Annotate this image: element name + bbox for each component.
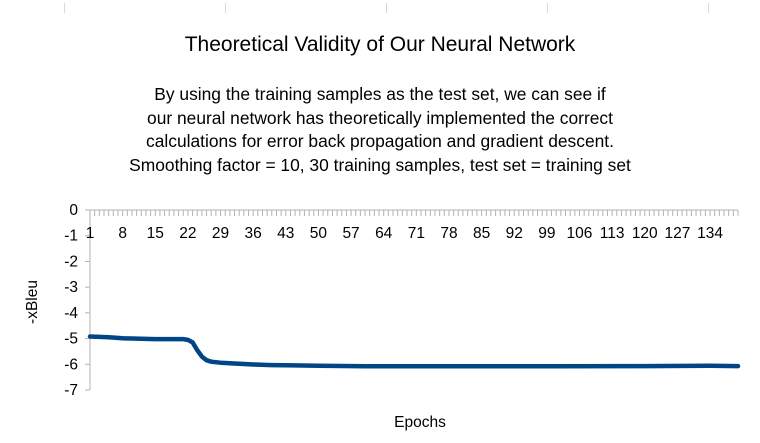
x-tick-label: 50	[310, 225, 328, 242]
sheet-gridlines	[0, 0, 760, 13]
chart-title: Theoretical Validity of Our Neural Netwo…	[184, 33, 576, 56]
x-tick-label: 106	[567, 225, 593, 242]
x-tick-label: 127	[664, 225, 690, 242]
x-tick-label: 92	[506, 225, 523, 242]
sheet-gridlines-graphic	[64, 3, 709, 13]
x-tick-label: 43	[277, 225, 294, 242]
y-tick-label: -2	[64, 253, 78, 270]
subtitle-line: Smoothing factor = 10, 30 training sampl…	[129, 154, 631, 175]
x-tick-label: 134	[697, 225, 723, 242]
x-tick-label: 99	[538, 225, 555, 242]
x-tick-label: 78	[440, 225, 457, 242]
y-tick-label: -3	[64, 279, 78, 296]
y-tick-label: -5	[64, 331, 78, 348]
x-tick-label: 64	[375, 225, 393, 242]
x-tick-label: 57	[342, 225, 359, 242]
y-tick-label: -4	[64, 305, 78, 322]
x-tick-label: 1	[86, 225, 95, 242]
x-tick-label: 85	[473, 225, 490, 242]
subtitle-line: our neural network has theoretically imp…	[147, 107, 613, 128]
y-tick-label: -1	[64, 228, 78, 245]
x-tick-label: 15	[147, 225, 164, 242]
subtitle-line: By using the training samples as the tes…	[154, 84, 606, 104]
subtitle-line: calculations for error back propagation …	[146, 131, 614, 151]
x-tick-label: 29	[212, 225, 229, 242]
series-line	[87, 334, 741, 369]
y-tick-label: 0	[69, 202, 78, 219]
x-tick-label: 120	[632, 225, 658, 242]
chart-subtitle: By using the training samples as the tes…	[0, 83, 760, 177]
x-tick-label: 71	[408, 225, 425, 242]
x-axis-label: Epochs	[394, 414, 446, 431]
x-tick-label: 36	[245, 225, 262, 242]
x-tick-label: 8	[118, 225, 127, 242]
x-tick-label: 113	[600, 225, 625, 242]
y-tick-label: -6	[64, 356, 78, 373]
y-tick-label: -7	[64, 382, 78, 399]
x-tick-label: 22	[179, 225, 196, 242]
